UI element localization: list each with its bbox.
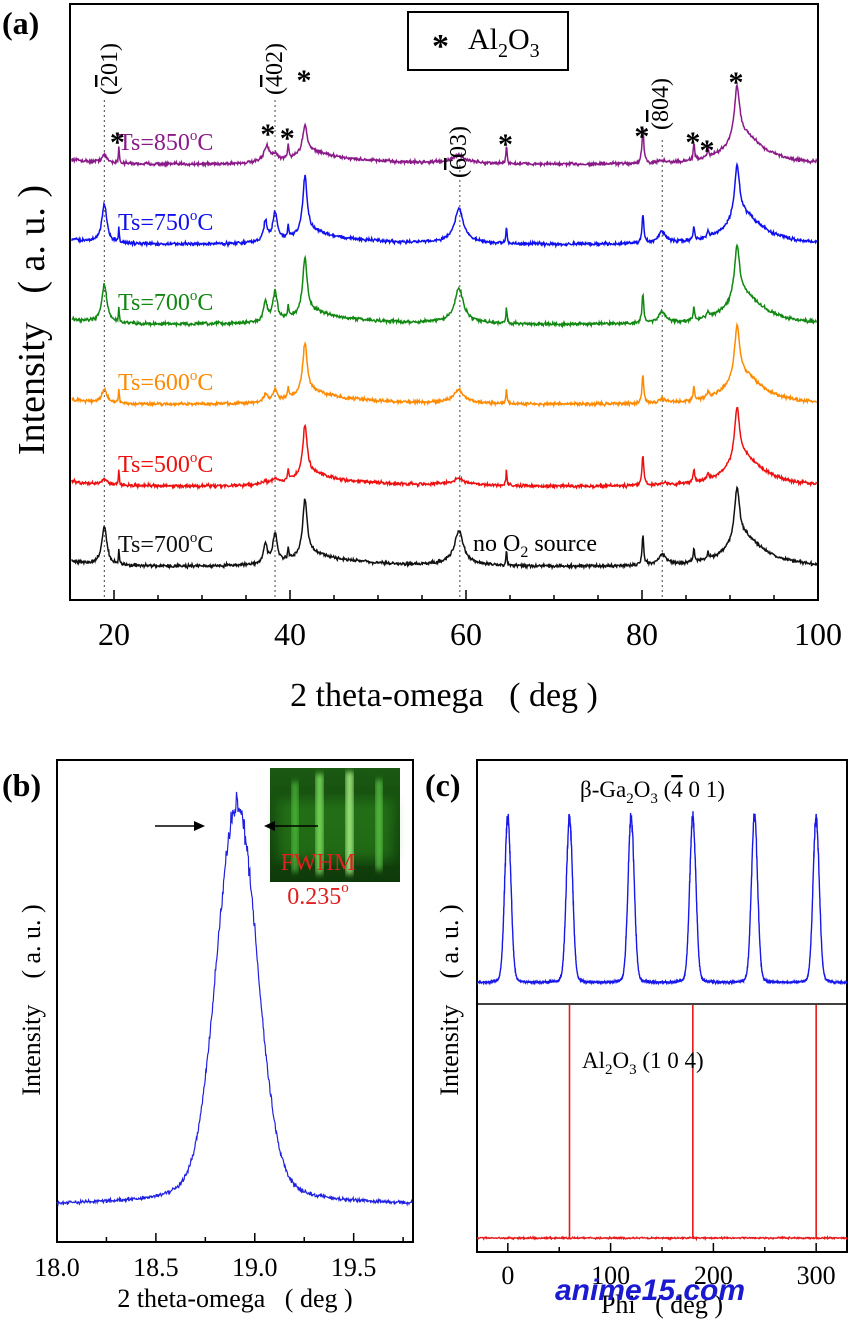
series-label-green: Ts=700oC [118,288,213,316]
ga2o3-label: β-Ga2O3 (4 0 1) [580,777,725,807]
reference-label: (201) [97,43,123,95]
al2o3-asterisk: * [110,126,125,159]
rheed-inset [270,768,400,882]
panel-a-ylabel: Intensity ( a. u. ) [11,185,53,455]
x-tick-label: 100 [591,1261,630,1290]
panel-b-frame [56,759,414,1243]
al2o3-asterisk: * [260,118,275,151]
panel-a-label: (a) [2,5,39,41]
series-line-red [71,406,818,491]
series-line-blue [71,161,818,249]
x-tick-label: 100 [794,616,842,652]
x-tick-label: 0 [501,1261,514,1290]
panel-b-ylabel: Intensity ( a. u. ) [17,904,46,1095]
al2o3-asterisk: * [634,120,649,153]
rheed-streak [316,774,323,874]
fwhm-value: 0.235o [287,880,349,910]
al2o3-asterisk: * [685,126,700,159]
al2o3-phi-scan-baseline [476,1234,848,1242]
panel-b-xlabel: 2 theta-omega ( deg ) [117,1284,352,1313]
x-tick-label: 19.5 [331,1253,377,1282]
x-tick-label: 18.0 [34,1253,80,1282]
series-line-green [71,243,817,329]
fwhm-label: FWHM [281,850,356,876]
series-line-black [71,485,818,571]
series-line-orange [71,321,817,408]
watermark-text: anime15.com [555,1274,745,1307]
panel-a: (a) Ts=850oC Ts=750oC Ts=700oC Ts=600oC Ts=5… [2,3,842,714]
panel-c-xlabel: Phi ( deg ) [601,1290,723,1319]
rheed-streak [376,780,382,870]
legend-box [407,11,569,71]
legend-symbol: * [432,28,449,65]
series-label-black: Ts=700oC [118,530,213,558]
panel-b-peak-line [56,791,413,1207]
x-tick-label: 40 [274,616,306,652]
panel-b: (b) 18.0 18.5 19.0 19.5 FWHM 0.235o [2,759,414,1313]
ga2o3-phi-scan-line [476,811,848,986]
al2o3-label: Al2O3 (1 0 4) [582,1048,704,1078]
x-tick-label: 300 [797,1261,836,1290]
series-label-orange: Ts=600oC [118,368,213,396]
reference-label: (804) [648,78,674,130]
fwhm-arrows [155,821,318,831]
x-tick-label: 200 [694,1261,733,1290]
panel-c-ylabel: Intensity ( a. u. ) [435,904,464,1095]
panel-c: (c) 0 100 200 300 β-Ga2O3 (4 0 1) Al2O3 (1 … [425,759,848,1319]
x-tick-label: 18.5 [133,1253,179,1282]
reference-label: (603) [446,126,472,178]
panel-a-frame [69,3,819,601]
al2o3-asterisk: * [729,66,744,99]
x-tick-label: 20 [98,616,130,652]
fwhm-right-arrowhead [264,821,275,831]
reference-label: (402) [262,43,288,95]
rheed-streak [292,782,298,872]
panel-a-xlabel: 2 theta-omega ( deg ) [290,677,598,714]
al2o3-asterisk: * [280,122,295,155]
al2o3-asterisk: * [498,128,513,161]
panel-c-label: (c) [425,767,461,803]
panel-c-frame [476,759,848,1253]
x-tick-label: 80 [626,616,658,652]
series-line-purple [71,83,818,169]
x-tick-label: 60 [450,616,482,652]
x-tick-label: 19.0 [232,1253,278,1282]
series-label-red: Ts=500oC [118,450,213,478]
panel-b-label: (b) [2,767,41,803]
series-label-blue: Ts=750oC [118,208,213,236]
al2o3-asterisk: * [700,134,715,167]
no-o2-annotation: no O2 source [473,531,597,561]
panel-a-legend: * Al2O3 [407,11,569,71]
series-label-purple: Ts=850oC [118,128,213,156]
rheed-streak [346,772,353,874]
al2o3-asterisk: * [296,64,311,97]
fwhm-left-arrowhead [194,821,205,831]
